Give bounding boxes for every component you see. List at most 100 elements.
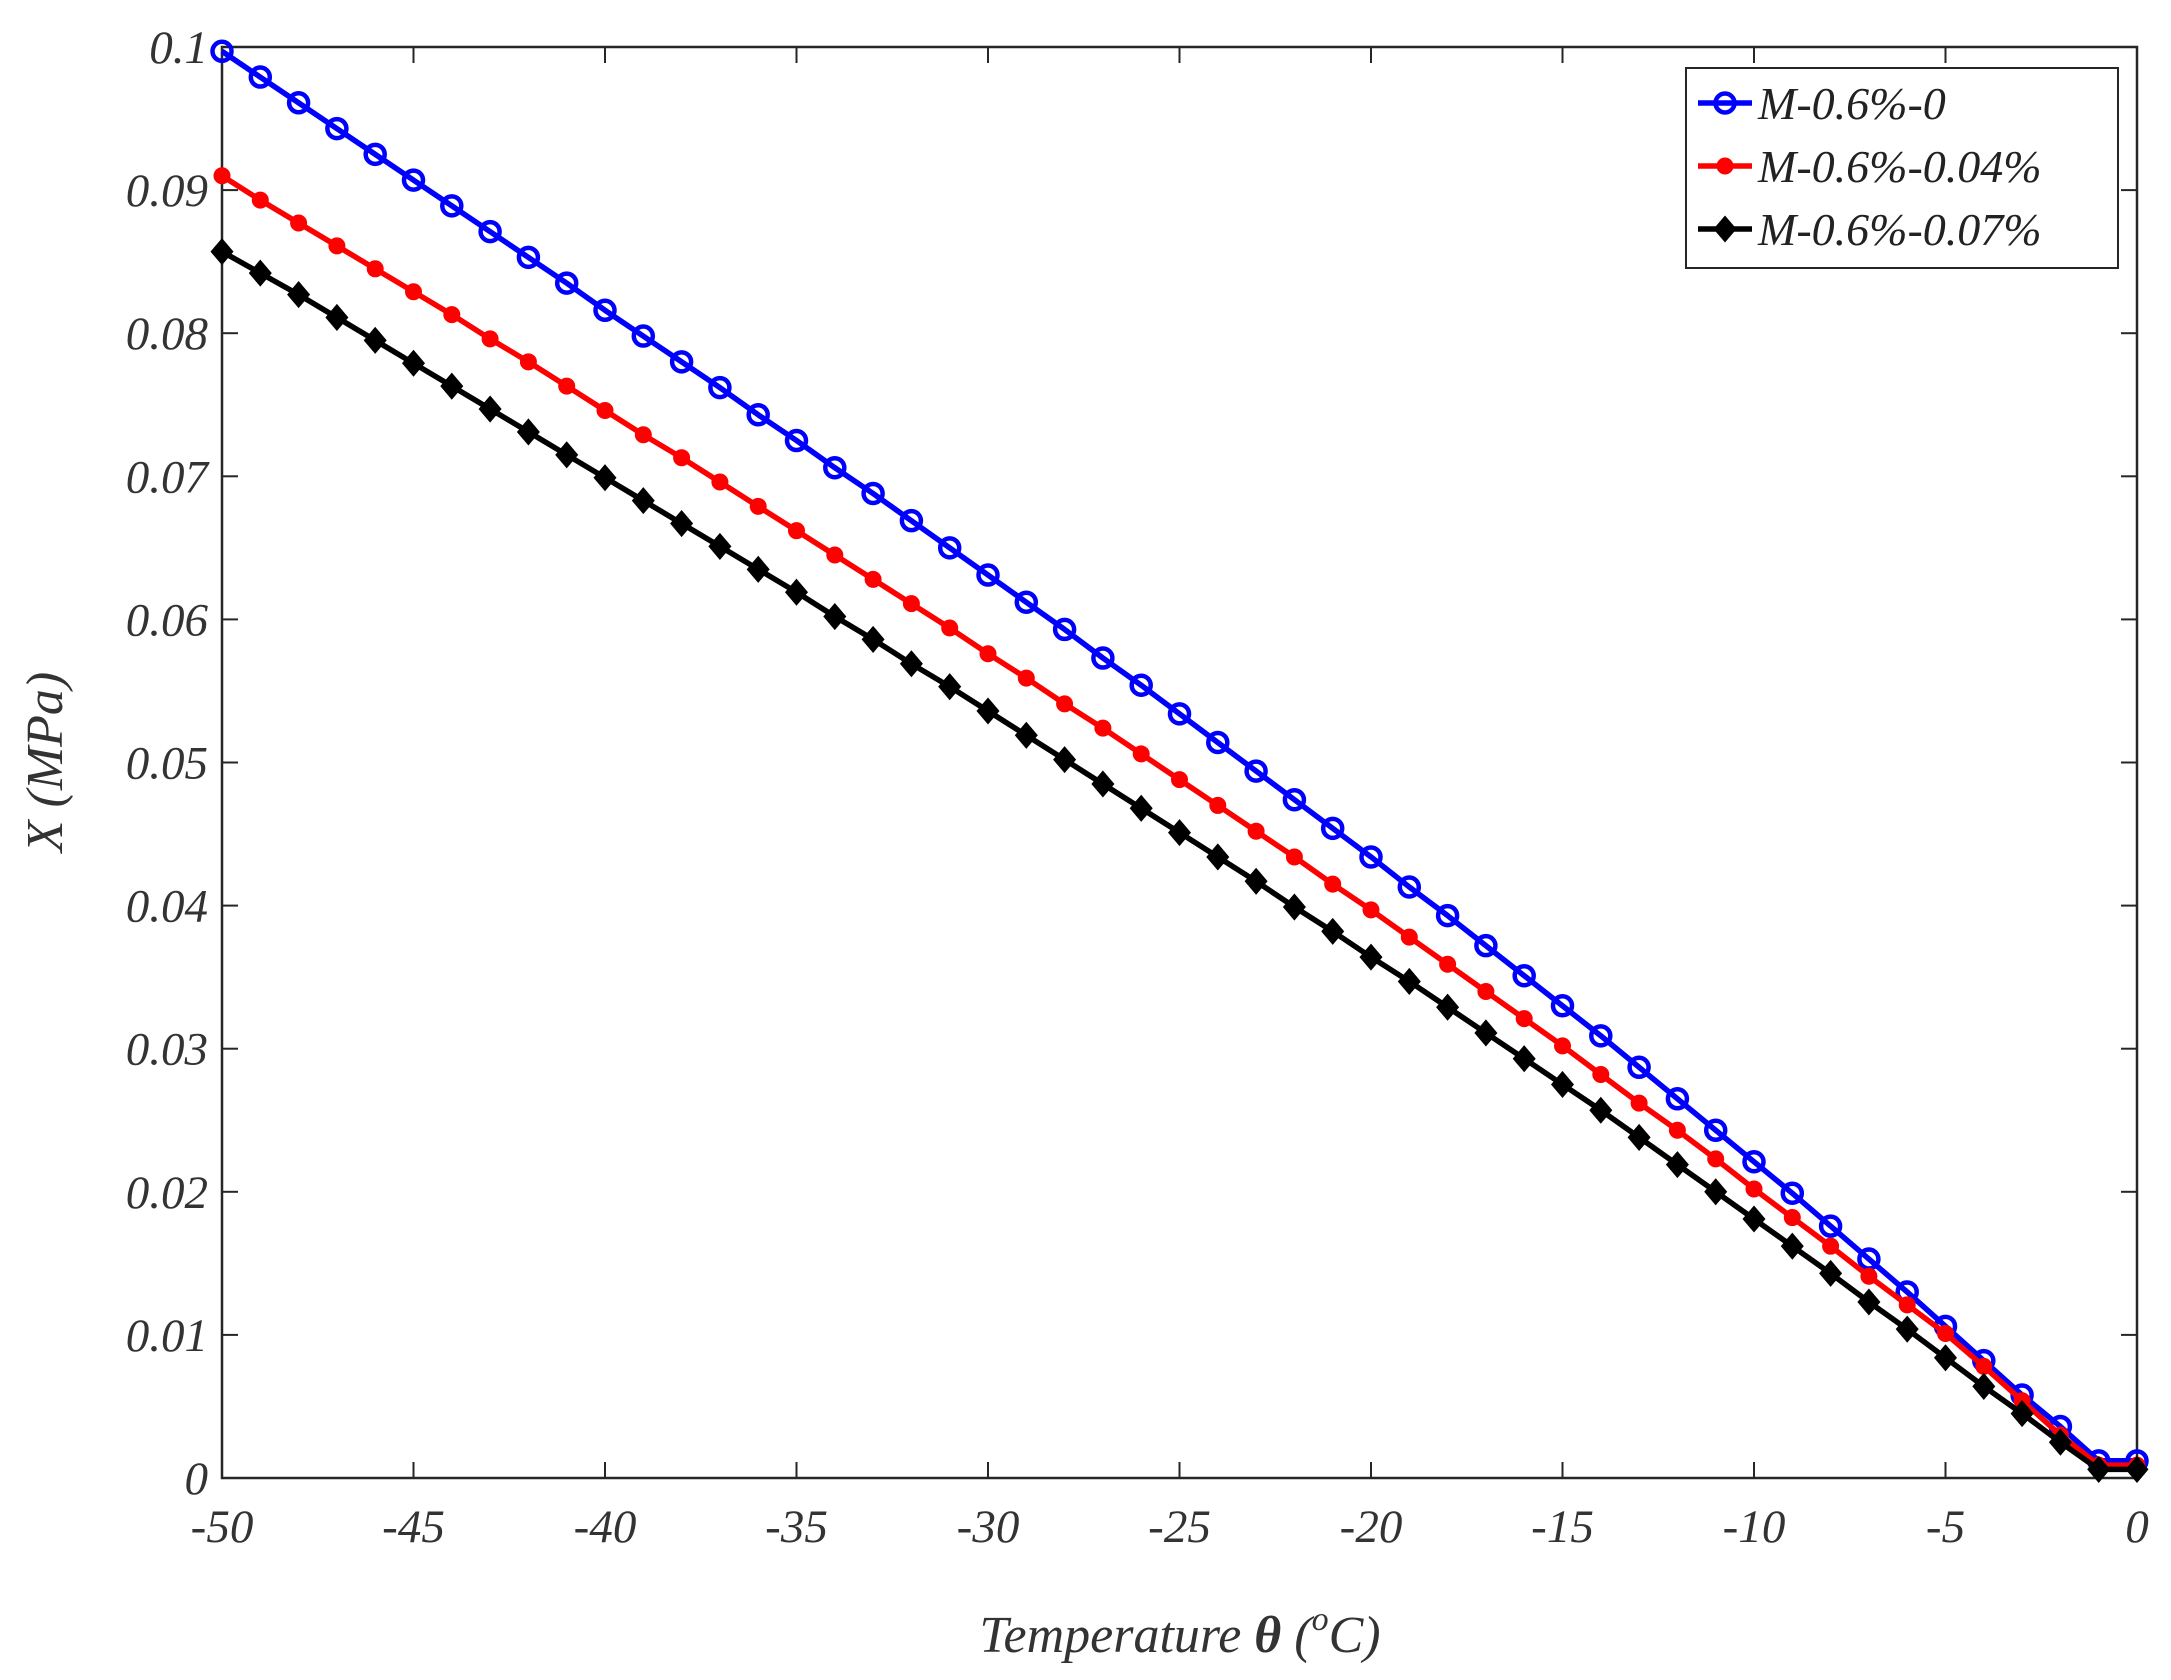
- x-axis-title-main: Temperature: [979, 1607, 1254, 1664]
- data-point: [1550, 994, 1575, 1018]
- data-point: [1052, 617, 1077, 642]
- data-point: [1474, 1019, 1498, 1047]
- legend: M-0.6%-0 M-0.6%-0.04% M-0.6%-0.07%: [1685, 67, 2119, 269]
- x-tick-label: -45: [382, 1501, 445, 1553]
- series-line: [220, 49, 2137, 1464]
- data-point: [1704, 1178, 1728, 1206]
- x-tick-label: -10: [1723, 1501, 1786, 1553]
- data-point: [1359, 845, 1383, 869]
- data-point: [1320, 816, 1345, 841]
- y-tick-label: 0.07: [126, 451, 211, 503]
- data-point: [1627, 1055, 1651, 1080]
- y-tick-label: 0.09: [126, 165, 208, 217]
- y-axis: 0 0.01 0.02 0.03 0.04 0.05 0.06 0.07 0.08 0.09 0.1: [126, 22, 2137, 1505]
- x-tick-label: -40: [574, 1501, 637, 1553]
- data-point: [1244, 759, 1268, 783]
- x-axis-title: Temperature θ (oC): [979, 1601, 1380, 1664]
- data-point: [1972, 1372, 1996, 1400]
- data-point: [363, 326, 387, 354]
- data-point: [290, 214, 308, 232]
- data-point: [823, 455, 847, 480]
- data-point: [1630, 1094, 1648, 1112]
- data-point: [1937, 1324, 1954, 1342]
- legend-label: M-0.6%-0.04%: [1757, 141, 2042, 192]
- data-point: [1783, 1209, 1801, 1227]
- data-point: [826, 546, 844, 564]
- data-point: [1819, 1259, 1843, 1287]
- data-point: [363, 142, 387, 167]
- legend-marker: [1713, 91, 1737, 115]
- data-point: [1435, 903, 1460, 928]
- data-point: [481, 330, 499, 348]
- legend-box: [1685, 67, 2119, 269]
- y-tick-label: 0.1: [149, 22, 208, 74]
- legend-entry: M-0.6%-0: [1698, 78, 1946, 129]
- y-tick-label: 0.05: [126, 738, 208, 790]
- data-point: [1014, 590, 1039, 614]
- data-point: [1477, 982, 1495, 1000]
- data-point: [1895, 1315, 1919, 1343]
- data-point: [1512, 1045, 1536, 1073]
- data-point: [251, 191, 269, 209]
- data-point: [1975, 1357, 1993, 1375]
- data-point: [938, 673, 962, 701]
- data-point: [1056, 695, 1074, 713]
- data-point: [1745, 1180, 1763, 1198]
- data-point: [1668, 1121, 1686, 1139]
- legend-marker: [1716, 157, 1734, 175]
- data-point: [1282, 893, 1306, 921]
- data-point: [1780, 1232, 1804, 1260]
- data-point: [1474, 933, 1498, 958]
- data-point: [210, 39, 234, 64]
- data-point: [519, 353, 537, 371]
- data-point: [516, 418, 540, 446]
- data-point: [634, 426, 652, 444]
- data-point: [1439, 955, 1457, 973]
- data-point: [593, 298, 617, 323]
- data-point: [1171, 771, 1188, 789]
- data-point: [899, 508, 924, 533]
- y-tick-label: 0.02: [126, 1167, 208, 1219]
- x-tick-label: -15: [1531, 1501, 1594, 1553]
- data-point: [1359, 943, 1383, 971]
- data-point: [1589, 1024, 1613, 1048]
- data-point: [1094, 719, 1112, 737]
- x-tick-label: -5: [1926, 1501, 1965, 1553]
- legend-marker: [1713, 215, 1737, 243]
- x-tick-label: -20: [1340, 1501, 1403, 1553]
- data-point: [2125, 1455, 2149, 1483]
- data-point: [2010, 1400, 2034, 1428]
- data-point: [1780, 1181, 1805, 1205]
- data-point: [708, 375, 732, 400]
- data-point: [328, 237, 346, 255]
- data-point: [440, 194, 464, 218]
- data-point: [976, 697, 1000, 725]
- x-tick-label: 0: [2125, 1501, 2149, 1553]
- data-point: [1589, 1096, 1613, 1124]
- data-point: [1554, 1037, 1571, 1055]
- x-tick-label: -50: [191, 1501, 254, 1553]
- data-point: [2048, 1428, 2072, 1456]
- data-point: [593, 464, 617, 492]
- data-point: [1014, 721, 1038, 749]
- data-point: [1742, 1149, 1766, 1174]
- data-point: [1550, 1070, 1575, 1099]
- data-point: [746, 403, 770, 427]
- data-point: [1209, 796, 1227, 814]
- data-point: [1206, 730, 1230, 755]
- data-point: [711, 473, 729, 491]
- data-point: [631, 324, 656, 348]
- y-tick-label: 0.08: [126, 308, 208, 360]
- data-point: [401, 349, 426, 377]
- data-point: [286, 91, 311, 115]
- data-point: [1129, 794, 1153, 822]
- data-point: [1665, 1087, 1690, 1111]
- data-point: [401, 168, 426, 192]
- data-point: [784, 578, 809, 606]
- data-point: [1132, 745, 1150, 763]
- data-point: [366, 260, 384, 278]
- data-point: [899, 650, 923, 678]
- data-point: [554, 271, 579, 295]
- data-point: [2087, 1455, 2111, 1483]
